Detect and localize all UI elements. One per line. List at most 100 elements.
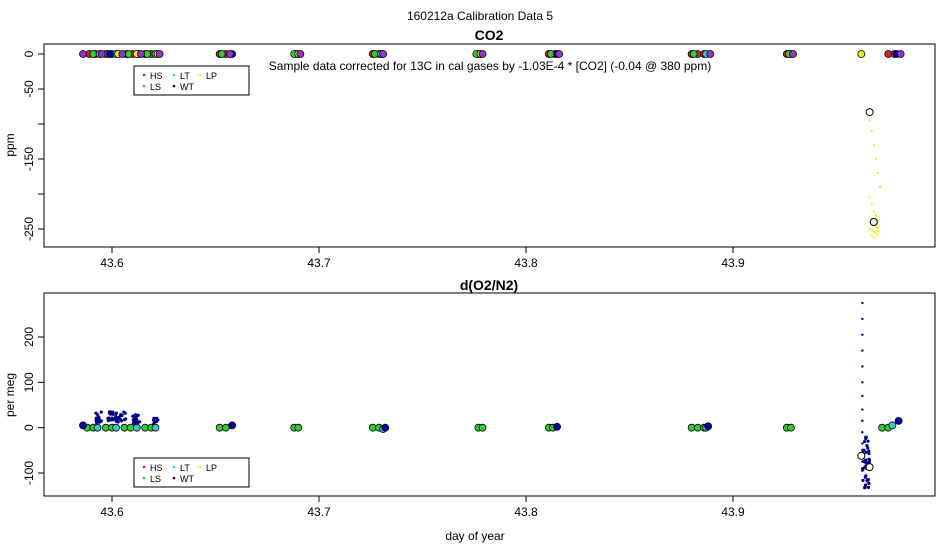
co2-point-LP — [874, 158, 877, 160]
co2-point-purple — [478, 50, 487, 58]
o2n2-point-WT-cluster — [861, 478, 865, 482]
co2-point-LP — [857, 50, 866, 58]
o2n2-point-WT — [704, 422, 713, 431]
co2-point-purple — [97, 50, 106, 58]
o2n2-legend-marker-wt — [172, 476, 176, 480]
o2n2-point-WT-cluster — [861, 449, 865, 453]
co2-legend-label-lt: LT — [180, 71, 190, 81]
co2-title: CO2 — [475, 27, 504, 43]
co2-point-WT — [106, 50, 114, 58]
co2-point-open — [869, 218, 878, 226]
o2n2-x-tick-label: 43.8 — [514, 505, 538, 519]
o2n2-point-WT-noise-2 — [119, 413, 123, 417]
co2-point-LP — [870, 130, 873, 132]
o2n2-y-tick-label: 200 — [22, 327, 36, 347]
o2n2-point-WT-cluster — [863, 465, 867, 469]
o2n2-point-LT — [132, 423, 141, 432]
o2n2-point-LS — [294, 423, 303, 432]
o2n2-legend-label-wt: WT — [180, 474, 194, 484]
co2-point-LP — [874, 215, 877, 218]
co2-point-purple — [155, 50, 164, 58]
o2n2-point-WT-noise-3 — [134, 420, 138, 424]
co2-point-LS — [689, 50, 698, 58]
o2n2-legend-box — [133, 457, 250, 488]
o2n2-legend-label-lp: LP — [206, 463, 217, 473]
co2-point-LP — [872, 230, 875, 233]
o2n2-point-WT-cluster — [867, 451, 871, 456]
o2n2-point-WT-noise-2 — [123, 411, 127, 415]
co2-point-LP — [870, 234, 873, 237]
co2-point-LP — [868, 119, 871, 122]
co2-data-points — [79, 50, 905, 239]
o2n2-point-WT-noise-1 — [99, 419, 103, 423]
o2n2-point-WT-noise-3 — [135, 417, 139, 421]
co2-point-purple — [118, 50, 127, 58]
co2-point-LP — [876, 219, 879, 222]
co2-point-purple — [296, 50, 305, 58]
o2n2-point-WT-spike — [861, 317, 864, 321]
co2-legend-marker-ls — [142, 84, 146, 88]
o2n2-point-WT-cluster — [862, 439, 867, 444]
o2n2-x-tick-label: 43.7 — [307, 505, 331, 519]
o2n2-legend-label-hs: HS — [150, 463, 163, 473]
o2n2-point-WT-noise-4 — [155, 419, 159, 423]
o2n2-legend-marker-lt — [172, 465, 176, 469]
o2n2-point-LT — [112, 423, 121, 432]
o2n2-point-WT-cluster — [864, 435, 868, 439]
o2n2-legend-marker-hs — [142, 465, 146, 469]
o2n2-point-WT — [228, 421, 236, 430]
o2n2-y-tick-label: -100 — [22, 461, 36, 485]
o2n2-point-WT-spike — [861, 301, 864, 305]
o2n2-y-tick-label: 0 — [22, 424, 36, 431]
co2-legend-label-lp: LP — [206, 71, 217, 81]
co2-x-tick-label: 43.9 — [721, 256, 745, 270]
co2-legend-label-hs: HS — [150, 71, 163, 81]
o2n2-point-WT-spike — [861, 365, 864, 368]
o2n2-point-LS — [787, 423, 795, 432]
co2-x-tick-label: 43.6 — [100, 256, 124, 270]
co2-point-purple — [896, 50, 905, 58]
o2n2-point-WT-cluster — [866, 446, 870, 450]
co2-point-open — [865, 108, 874, 117]
o2n2-point-WT-noise-2 — [111, 410, 115, 414]
o2n2-point-WT-cluster — [866, 477, 870, 482]
o2n2-point-LT — [151, 423, 160, 432]
o2n2-point-WT-noise-1 — [99, 410, 103, 414]
co2-point-purple — [555, 50, 564, 58]
co2-point-purple — [789, 50, 797, 58]
o2n2-point-WT — [553, 422, 561, 431]
o2n2-point-WT-spike — [861, 408, 864, 411]
o2n2-point-WT-noise-2 — [108, 412, 112, 416]
co2-point-purple — [706, 50, 715, 58]
o2n2-legend-marker-ls — [142, 476, 146, 480]
co2-point-LP — [876, 172, 879, 174]
o2n2-legend-label-lt: LT — [180, 463, 190, 473]
o2n2-point-WT — [79, 421, 87, 430]
o2n2-point-WT-cluster — [863, 485, 867, 489]
o2n2-point-WT-cluster — [867, 481, 871, 486]
o2n2-point-WT — [381, 423, 390, 432]
co2-point-LP — [872, 236, 875, 239]
o2n2-point-WT-noise-2 — [122, 417, 127, 422]
o2n2-point-WT-noise-2 — [106, 419, 110, 423]
co2-legend-marker-wt — [172, 84, 176, 88]
co2-point-LP — [868, 196, 871, 199]
co2-point-purple — [379, 50, 388, 58]
o2n2-point-WT-noise-2 — [110, 416, 114, 420]
co2-plot-frame — [43, 43, 936, 248]
o2n2-point-WT-cluster — [864, 458, 868, 462]
o2n2-legend-marker-lp — [198, 465, 202, 469]
co2-point-LP — [872, 144, 875, 146]
o2n2-point-WT-noise-1 — [95, 412, 99, 416]
o2n2-plot-frame — [43, 292, 936, 497]
co2-point-purple — [226, 50, 234, 58]
o2n2-title: d(O2/N2) — [460, 277, 518, 293]
o2n2-point-WT-noise-2 — [120, 419, 124, 423]
co2-point-LP — [872, 210, 875, 213]
x-axis-label: day of year — [445, 529, 504, 543]
o2n2-point-WT-noise-4 — [155, 416, 159, 420]
o2n2-point-open — [857, 451, 866, 460]
co2-y-tick-label: -150 — [22, 147, 36, 171]
o2n2-point-LT — [888, 421, 897, 430]
o2n2-point-WT-noise-3 — [133, 413, 138, 417]
